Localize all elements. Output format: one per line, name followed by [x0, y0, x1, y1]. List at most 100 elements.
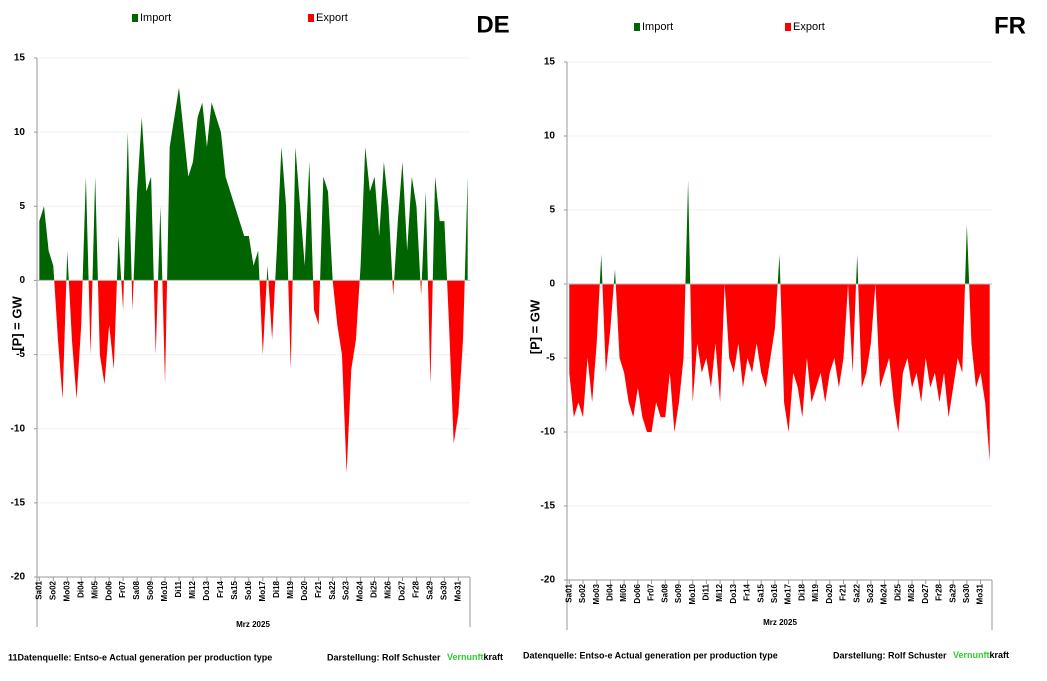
y-tick-label: -10: [541, 427, 556, 438]
x-tick-label: So30: [440, 580, 449, 600]
x-tick-label: Do06: [104, 580, 113, 600]
y-axis-label: [P] = GW: [527, 299, 542, 354]
x-tick-label: Mi05: [90, 580, 99, 598]
y-tick-label: 0: [19, 275, 25, 286]
x-tick-label: Fr28: [412, 580, 421, 597]
x-tick-label: So16: [244, 580, 253, 600]
brand-part: kraft: [484, 652, 504, 662]
y-tick-label: -15: [541, 501, 556, 512]
x-tick-label: Do20: [825, 583, 834, 603]
x-tick-label: Do27: [921, 583, 930, 603]
x-tick-label: Mo17: [784, 583, 793, 604]
y-axis-label: [P] = GW: [9, 296, 24, 351]
x-tick-label: Mi05: [619, 583, 628, 601]
y-tick-label: -20: [11, 572, 26, 583]
x-tick-label: So09: [146, 580, 155, 600]
x-tick-label: Fr21: [839, 583, 848, 600]
x-tick-label: Di18: [797, 583, 806, 600]
legend-swatch: [785, 23, 791, 31]
y-tick-label: 0: [549, 279, 555, 290]
x-tick-label: Mo31: [453, 580, 462, 601]
legend-swatch: [634, 23, 640, 31]
credit-note: Darstellung: Rolf Schuster: [327, 652, 441, 662]
x-tick-label: Fr07: [647, 583, 656, 600]
x-tick-label: Sa22: [328, 580, 337, 599]
brand-part: Vernunft: [447, 652, 484, 662]
import-area: [569, 180, 990, 284]
x-tick-label: So16: [770, 583, 779, 603]
x-tick-label: So23: [866, 583, 875, 603]
x-tick-label: So30: [962, 583, 971, 603]
x-tick-label: Do27: [398, 580, 407, 600]
chart-title: DE: [476, 11, 509, 38]
legend-label: Export: [793, 21, 825, 33]
legend-swatch: [132, 14, 138, 22]
y-tick-label: -15: [11, 497, 26, 508]
y-tick-label: -5: [16, 349, 25, 360]
x-tick-label: Mo24: [356, 580, 365, 601]
brand: Vernunftkraft: [447, 652, 503, 662]
x-tick-label: Di11: [701, 583, 710, 600]
x-tick-label: Mo10: [688, 583, 697, 604]
x-tick-label: Mi19: [811, 583, 820, 601]
legend-label: Import: [642, 21, 673, 33]
x-tick-label: So02: [48, 580, 57, 600]
x-tick-label: Sa15: [230, 580, 239, 599]
x-tick-label: Mi12: [188, 580, 197, 598]
x-tick-label: Fr14: [743, 583, 752, 600]
x-tick-label: Mi26: [384, 580, 393, 598]
x-tick-label: Sa22: [852, 583, 861, 602]
x-tick-label: Mo03: [592, 583, 601, 604]
y-tick-label: 15: [14, 53, 26, 64]
x-tick-label: Sa29: [948, 583, 957, 602]
x-tick-label: Sa15: [756, 583, 765, 602]
x-tick-label: Mo31: [976, 583, 985, 604]
x-tick-label: Fr21: [314, 580, 323, 597]
x-tick-label: Fr28: [935, 583, 944, 600]
x-tick-label: Mo10: [160, 580, 169, 601]
x-tick-label: Di25: [893, 583, 902, 600]
x-tick-label: Sa01: [564, 583, 573, 602]
x-tick-label: Mi19: [286, 580, 295, 598]
x-tick-label: Di04: [606, 583, 615, 600]
x-tick-label: Di04: [76, 580, 85, 597]
x-tick-label: Di11: [174, 580, 183, 597]
x-tick-label: Sa01: [34, 580, 43, 599]
credit-note: Darstellung: Rolf Schuster: [833, 650, 947, 660]
export-area: [569, 284, 990, 462]
x-tick-label: Mo03: [62, 580, 71, 601]
y-tick-label: 10: [14, 127, 26, 138]
x-tick-label: Fr07: [118, 580, 127, 597]
brand: Vernunftkraft: [953, 650, 1009, 660]
y-tick-label: -20: [541, 575, 556, 586]
x-tick-label: Sa29: [426, 580, 435, 599]
y-tick-label: 5: [19, 201, 25, 212]
y-tick-label: -5: [546, 353, 555, 364]
y-tick-label: 15: [544, 57, 556, 68]
x-axis-label: Mrz 2025: [763, 618, 797, 627]
source-note: 11Datenquelle: Entso-e Actual generation…: [8, 652, 272, 662]
x-tick-label: Fr14: [216, 580, 225, 597]
import-area: [39, 87, 468, 281]
x-tick-label: Di18: [272, 580, 281, 597]
x-tick-label: Sa08: [660, 583, 669, 602]
x-tick-label: Mo17: [258, 580, 267, 601]
legend-swatch: [308, 14, 314, 22]
x-tick-label: So09: [674, 583, 683, 603]
x-tick-label: Di25: [370, 580, 379, 597]
x-tick-label: So23: [342, 580, 351, 600]
x-tick-label: Do06: [633, 583, 642, 603]
x-tick-label: Do20: [300, 580, 309, 600]
chart-title: FR: [994, 12, 1026, 39]
x-tick-label: Mi26: [907, 583, 916, 601]
x-tick-label: Mi12: [715, 583, 724, 601]
x-tick-label: Do13: [729, 583, 738, 603]
x-axis-label: Mrz 2025: [236, 620, 270, 629]
legend-label: Export: [316, 12, 348, 24]
x-tick-label: Mo24: [880, 583, 889, 604]
x-tick-label: So02: [578, 583, 587, 603]
source-note: Datenquelle: Entso-e Actual generation p…: [523, 650, 778, 660]
x-tick-label: Do13: [202, 580, 211, 600]
brand-part: kraft: [990, 650, 1010, 660]
